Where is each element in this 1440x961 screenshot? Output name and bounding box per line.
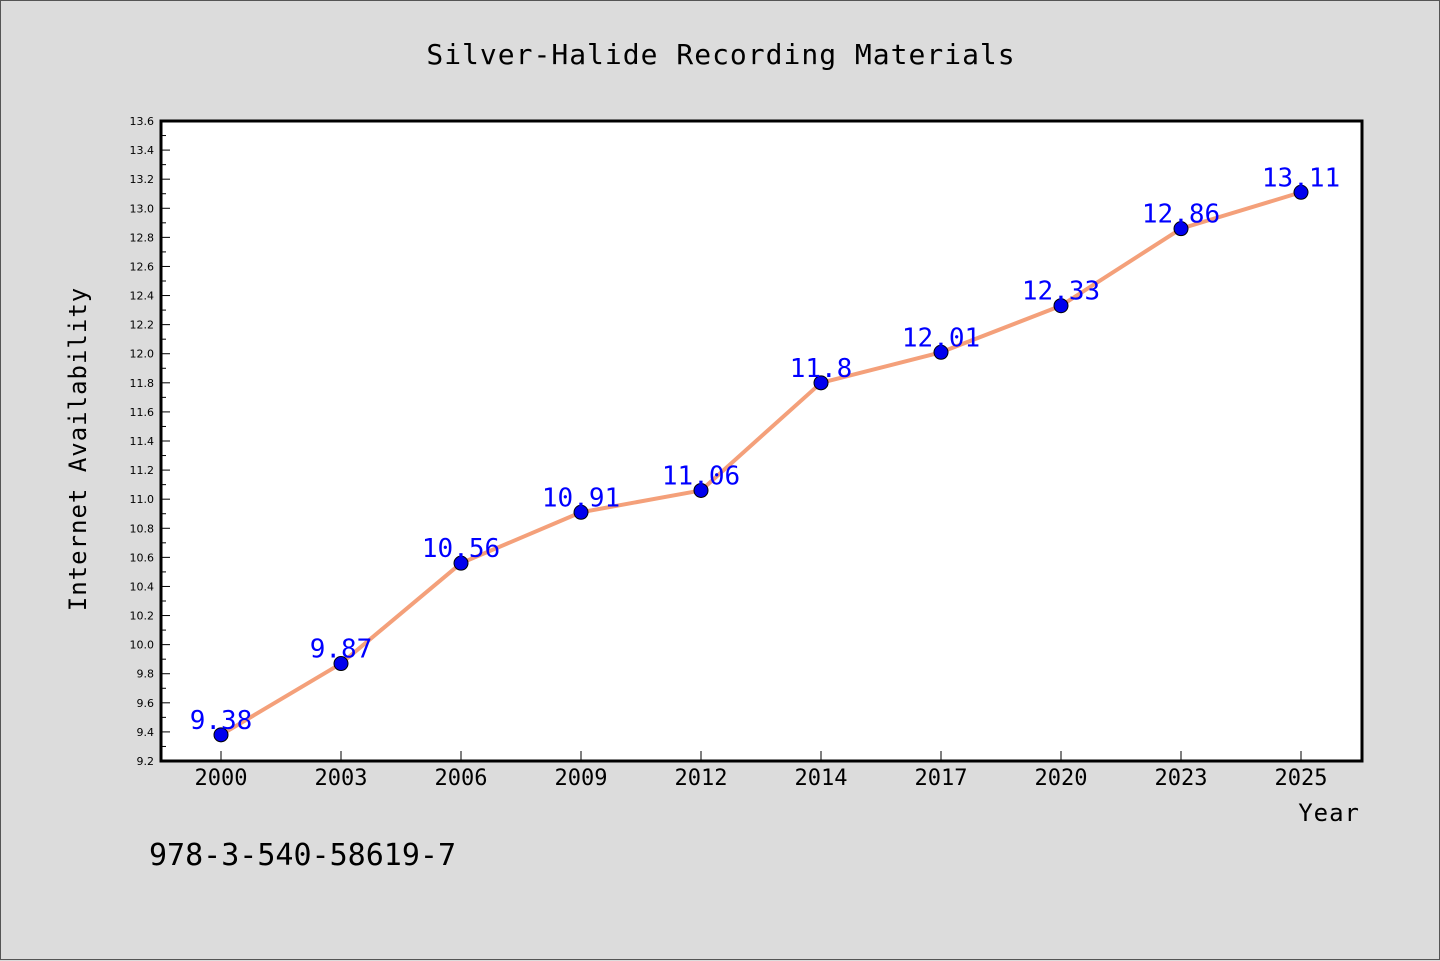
isbn-text: 978-3-540-58619-7 — [149, 838, 456, 873]
y-tick-label: 10.8 — [130, 522, 155, 535]
y-tick-label: 12.4 — [130, 290, 155, 303]
data-point — [693, 482, 709, 498]
plot-area — [159, 119, 1364, 763]
y-axis: 9.2 9.4 9.6 9.8 10.0 10.2 10.4 10.6 10.8 11.0 11.2… — [130, 115, 170, 768]
y-tick-label: 12.6 — [130, 260, 155, 273]
y-tick-label: 10.2 — [130, 610, 155, 623]
chart-title: Silver-Halide Recording Materials — [426, 38, 1015, 71]
data-label: 9.87 — [310, 635, 373, 665]
y-tick-label: 11.0 — [130, 493, 155, 506]
data-label-group: 9.38 9.87 10.56 10.91 11.06 11.8 12.01 12.33 12.… — [190, 163, 1340, 736]
y-tick-label: 10.0 — [130, 639, 155, 652]
y-tick-label: 10.6 — [130, 551, 155, 564]
x-tick-label: 2000 — [195, 766, 248, 791]
data-label: 11.06 — [662, 461, 740, 491]
x-tick-label: 2009 — [555, 766, 608, 791]
x-axis: 2000 2003 2006 2009 2012 2014 2017 2020 2023 2025 — [195, 751, 1328, 791]
data-label: 12.33 — [1022, 277, 1100, 307]
x-tick-label: 2020 — [1035, 766, 1088, 791]
y-tick-label: 12.0 — [130, 348, 155, 361]
data-label: 10.56 — [422, 534, 500, 564]
y-tick-label: 12.8 — [130, 231, 155, 244]
data-label: 12.01 — [902, 323, 980, 353]
y-tick-label: 13.0 — [130, 202, 155, 215]
data-label: 11.8 — [790, 354, 853, 384]
marker-group — [213, 184, 1309, 743]
y-tick-label: 12.2 — [130, 319, 155, 332]
data-point — [813, 375, 829, 391]
data-point — [573, 504, 589, 520]
y-tick-label: 11.6 — [130, 406, 155, 419]
data-point — [333, 656, 349, 672]
x-tick-label: 2012 — [675, 766, 728, 791]
x-tick-label: 2006 — [435, 766, 488, 791]
data-point — [1173, 221, 1189, 237]
data-point — [453, 555, 469, 571]
x-tick-label: 2025 — [1275, 766, 1328, 791]
data-point — [933, 344, 949, 360]
y-tick-label: 11.4 — [130, 435, 155, 448]
y-tick-label: 13.6 — [130, 115, 155, 128]
series-line — [219, 190, 1302, 737]
y-tick-label: 9.2 — [137, 755, 155, 768]
data-label: 10.91 — [542, 483, 620, 513]
data-label: 13.11 — [1262, 163, 1340, 193]
data-point — [1293, 184, 1309, 200]
y-axis-label: Internet Availability — [64, 287, 92, 611]
y-tick-label: 13.2 — [130, 173, 155, 186]
series-line-group — [219, 190, 1302, 737]
x-tick-label: 2017 — [915, 766, 968, 791]
y-tick-label: 13.4 — [130, 144, 155, 157]
x-tick-label: 2014 — [795, 766, 848, 791]
y-tick-label: 11.8 — [130, 377, 155, 390]
data-point — [1053, 298, 1069, 314]
x-tick-label: 2003 — [315, 766, 368, 791]
data-label: 9.38 — [190, 706, 253, 736]
y-tick-label: 10.4 — [130, 580, 155, 593]
y-tick-label: 9.6 — [137, 697, 155, 710]
x-axis-label: Year — [1298, 799, 1360, 827]
y-tick-label: 9.8 — [137, 668, 155, 681]
y-tick-label: 11.2 — [130, 464, 155, 477]
x-tick-label: 2023 — [1155, 766, 1208, 791]
data-point — [213, 727, 229, 743]
data-label: 12.86 — [1142, 200, 1220, 230]
y-tick-label: 9.4 — [137, 726, 155, 739]
